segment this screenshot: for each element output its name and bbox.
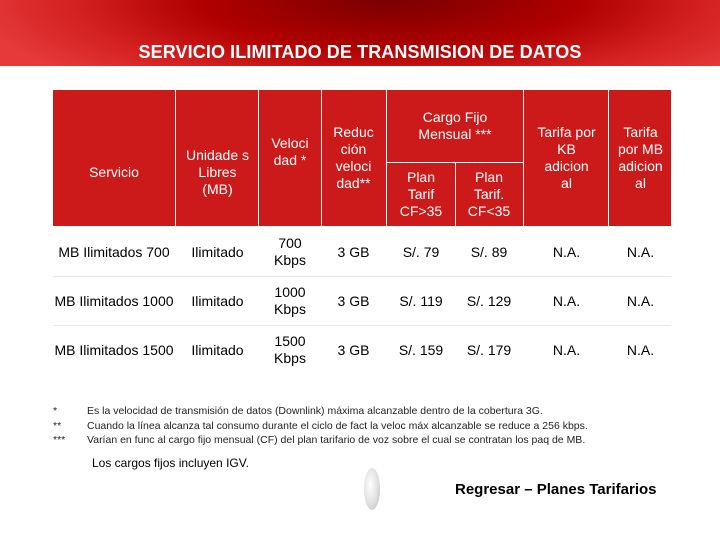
cell-plan-cf-mayor: S/. 159 xyxy=(398,341,444,358)
cell-reduccion: 3 GB xyxy=(337,341,370,358)
cell-reduccion: 3 GB xyxy=(337,243,370,260)
igv-note: Los cargos fijos incluyen IGV. xyxy=(92,456,249,470)
header-plan-cf-menor: Plan Tarif. CF<35 xyxy=(467,169,511,219)
cell-plan-cf-menor: S/. 129 xyxy=(466,292,512,309)
footnote-text: Cuando la línea alcanza tal consumo dura… xyxy=(87,419,588,432)
header-cargo-fijo: Cargo Fijo Mensual *** xyxy=(418,109,492,142)
cell-unidades: Ilimitado xyxy=(191,292,244,309)
header-divider xyxy=(175,90,176,226)
cell-velocidad: 700 Kbps xyxy=(274,235,306,268)
header-divider xyxy=(321,90,322,226)
cell-reduccion: 3 GB xyxy=(337,292,370,309)
header-reduccion-velocidad: Reduc ción veloci dad** xyxy=(333,124,374,191)
header-divider xyxy=(386,90,387,226)
footnote-text: Es la velocidad de transmisión de datos … xyxy=(87,405,543,417)
header-divider xyxy=(608,90,609,226)
cell-velocidad: 1000 Kbps xyxy=(274,284,306,317)
cell-servicio: MB Ilimitados 700 xyxy=(58,243,170,260)
cell-plan-cf-menor: S/. 179 xyxy=(466,341,512,358)
cell-tarifa-mb: N.A. xyxy=(626,243,655,260)
header-unidades-libres: Unidade s Libres (MB) xyxy=(185,146,250,197)
row-divider xyxy=(53,325,671,326)
header-divider xyxy=(387,162,523,163)
header-tarifa-mb: Tarifa por MB adicion al xyxy=(617,124,664,191)
cell-plan-cf-menor: S/. 89 xyxy=(470,243,508,260)
table-header xyxy=(53,90,671,226)
cell-tarifa-kb: N.A. xyxy=(552,292,581,309)
footnote: *** Varían en func al cargo fijo mensual … xyxy=(53,433,588,448)
cell-servicio: MB Ilimitados 1500 xyxy=(54,341,174,358)
header-divider xyxy=(455,163,456,226)
cell-unidades: Ilimitado xyxy=(191,341,244,358)
header-plan-cf-mayor: Plan Tarif CF>35 xyxy=(399,169,443,219)
cell-velocidad: 1500 Kbps xyxy=(274,333,306,366)
header-divider xyxy=(523,90,524,226)
row-divider xyxy=(53,276,671,277)
footnote-mark: ** xyxy=(53,419,62,432)
cell-tarifa-mb: N.A. xyxy=(626,292,655,309)
header-banner xyxy=(0,0,720,66)
page-title: SERVICIO ILIMITADO DE TRANSMISION DE DAT… xyxy=(138,42,582,62)
footnote-mark: *** xyxy=(53,434,66,446)
header-tarifa-kb: Tarifa por KB adicion al xyxy=(537,124,596,191)
header-velocidad: Veloci dad * xyxy=(271,135,309,168)
footnote-text: Varían en func al cargo fijo mensual (CF… xyxy=(87,434,586,446)
footnote: * Es la velocidad de transmisión de datos… xyxy=(53,404,588,419)
back-to-plans-link[interactable]: Regresar – Planes Tarifarios xyxy=(455,481,657,498)
cell-tarifa-kb: N.A. xyxy=(552,243,581,260)
footnote: ** Cuando la línea alcanza tal consumo du… xyxy=(53,419,588,434)
footnote-mark: * xyxy=(53,405,58,417)
cell-unidades: Ilimitado xyxy=(191,243,244,260)
header-divider xyxy=(258,90,259,226)
cell-servicio: MB Ilimitados 1000 xyxy=(54,292,174,309)
cell-plan-cf-mayor: S/. 119 xyxy=(399,292,443,309)
cell-tarifa-mb: N.A. xyxy=(626,341,655,358)
footnotes: * Es la velocidad de transmisión de datos… xyxy=(53,404,588,448)
cell-plan-cf-mayor: S/. 79 xyxy=(402,243,440,260)
cell-tarifa-kb: N.A. xyxy=(552,341,581,358)
oval-button-icon[interactable] xyxy=(364,468,380,510)
header-servicio: Servicio xyxy=(89,163,139,180)
